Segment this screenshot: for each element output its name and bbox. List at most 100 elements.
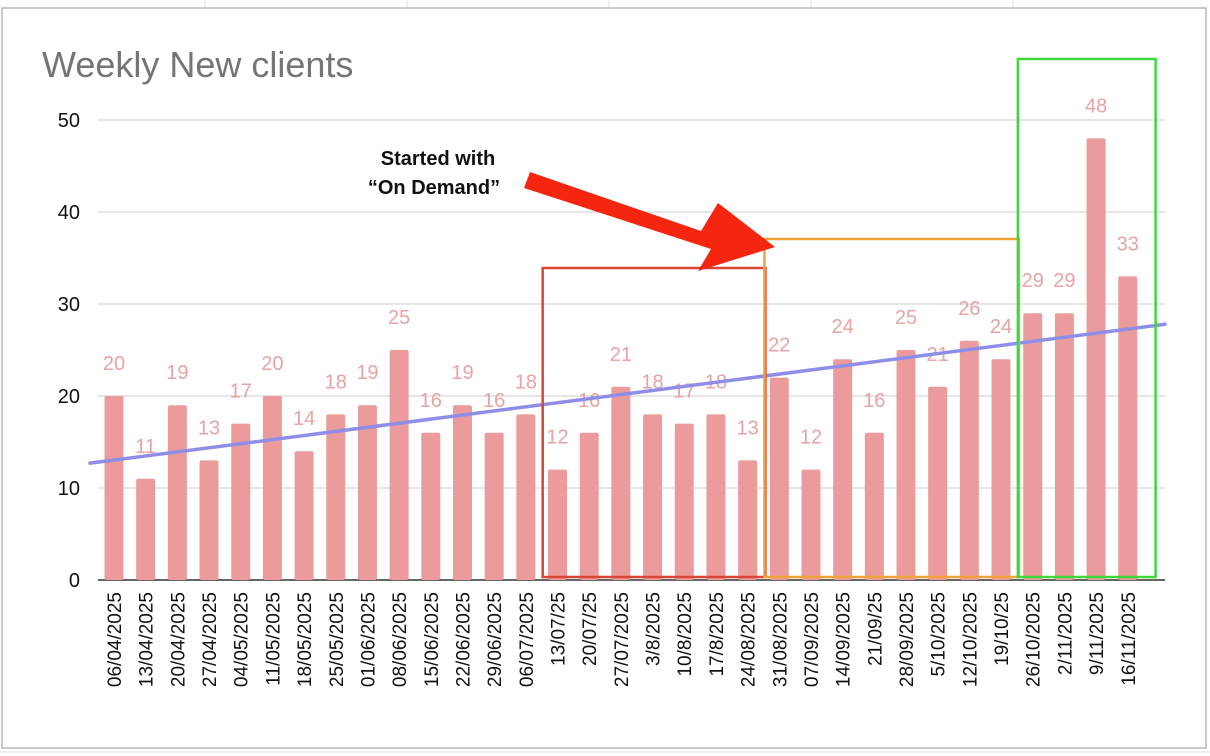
x-axis-ticks: 06/04/2025 13/04/2025 20/04/2025 27/04/2025… <box>105 592 1140 687</box>
data-label: 12 <box>546 427 568 449</box>
bar <box>484 432 504 580</box>
x-tick-label: 18/05/2025 <box>295 592 316 687</box>
x-tick-label: 13/07/25 <box>549 592 570 666</box>
data-label: 24 <box>990 316 1012 338</box>
x-tick-label: 27/04/2025 <box>200 592 221 687</box>
data-label: 26 <box>958 298 980 320</box>
data-label: 13 <box>736 417 758 439</box>
chart-title: Weekly New clients <box>42 44 353 85</box>
bar <box>1054 313 1074 580</box>
trendline <box>88 322 1167 465</box>
bar <box>769 377 789 580</box>
bar <box>959 340 979 580</box>
data-label: 19 <box>166 362 188 384</box>
bar <box>991 359 1011 580</box>
data-label: 48 <box>1085 95 1107 117</box>
bar <box>452 405 472 580</box>
x-tick-label: 5/10/2025 <box>929 592 950 677</box>
y-tick-label: 20 <box>58 386 80 408</box>
bar <box>801 469 821 580</box>
bar <box>357 405 377 580</box>
x-tick-label: 19/10/25 <box>992 592 1013 666</box>
bar <box>104 396 124 580</box>
data-label: 19 <box>451 362 473 384</box>
x-tick-label: 2/11/2025 <box>1055 592 1076 675</box>
x-tick-label: 15/06/2025 <box>422 592 443 687</box>
data-label: 17 <box>230 381 252 403</box>
bar <box>294 451 314 580</box>
bar <box>421 432 441 580</box>
x-tick-label: 06/07/2025 <box>517 592 538 687</box>
data-label: 21 <box>610 344 632 366</box>
bar <box>706 414 726 580</box>
bars <box>104 138 1138 580</box>
bar <box>326 414 346 580</box>
data-label: 20 <box>103 353 125 375</box>
data-labels: 2011191317201418192516191618121621181718… <box>103 95 1139 457</box>
data-label: 29 <box>1022 270 1044 292</box>
x-tick-label: 25/05/2025 <box>327 592 348 687</box>
x-tick-label: 11/05/2025 <box>263 592 284 686</box>
bar <box>231 423 251 580</box>
bar <box>199 460 219 580</box>
x-tick-label: 17/8/2025 <box>707 592 728 677</box>
y-tick-label: 0 <box>69 570 80 592</box>
x-tick-label: 27/07/2025 <box>612 592 633 687</box>
x-tick-label: 01/06/2025 <box>358 592 379 687</box>
bar <box>864 432 884 580</box>
y-axis-ticks: 0 10 20 30 40 50 <box>58 110 80 592</box>
x-tick-label: 08/06/2025 <box>390 592 411 687</box>
annotation-line-2: “On Demand” <box>368 177 500 199</box>
data-label: 24 <box>832 316 854 338</box>
data-label: 25 <box>895 307 917 329</box>
data-label: 19 <box>356 362 378 384</box>
data-label: 13 <box>198 417 220 439</box>
x-tick-label: 20/04/2025 <box>168 592 189 687</box>
x-tick-label: 31/08/2025 <box>770 592 791 687</box>
x-tick-label: 06/04/2025 <box>105 592 126 687</box>
data-label: 33 <box>1117 233 1139 255</box>
data-label: 29 <box>1053 270 1075 292</box>
x-tick-label: 04/05/2025 <box>232 592 253 687</box>
bar <box>896 350 916 580</box>
bar <box>1023 313 1043 580</box>
x-tick-label: 29/06/2025 <box>485 592 506 687</box>
bar <box>1086 138 1106 580</box>
data-label: 16 <box>420 390 442 412</box>
data-label: 12 <box>800 427 822 449</box>
data-label: 14 <box>293 408 315 430</box>
bar <box>579 432 599 580</box>
bar <box>516 414 536 580</box>
y-tick-label: 30 <box>58 294 80 316</box>
x-tick-label: 12/10/2025 <box>960 592 981 687</box>
x-tick-label: 26/10/2025 <box>1024 592 1045 687</box>
bar <box>674 423 694 580</box>
bar <box>548 469 568 580</box>
x-tick-label: 16/11/2025 <box>1119 592 1140 686</box>
x-tick-label: 13/04/2025 <box>137 592 158 687</box>
x-tick-label: 20/07/25 <box>580 592 601 666</box>
y-tick-label: 50 <box>58 110 80 132</box>
bar <box>738 460 758 580</box>
annotation-arrow-icon <box>524 172 775 271</box>
y-tick-label: 40 <box>58 202 80 224</box>
annotation-line-1: Started with <box>381 148 495 170</box>
bar <box>262 396 282 580</box>
data-label: 16 <box>863 390 885 412</box>
bar <box>611 386 631 580</box>
x-tick-label: 3/8/2025 <box>644 592 665 666</box>
x-tick-label: 07/09/2025 <box>802 592 823 687</box>
x-tick-label: 14/09/2025 <box>834 592 855 687</box>
data-label: 18 <box>641 371 663 393</box>
data-label: 16 <box>483 390 505 412</box>
bar <box>136 478 156 580</box>
data-label: 25 <box>388 307 410 329</box>
data-label: 11 <box>135 436 156 458</box>
highlight-box <box>1016 57 1157 579</box>
annotation: Started with “On Demand” <box>368 148 775 271</box>
data-label: 18 <box>515 371 537 393</box>
highlight-boxes <box>541 57 1157 579</box>
